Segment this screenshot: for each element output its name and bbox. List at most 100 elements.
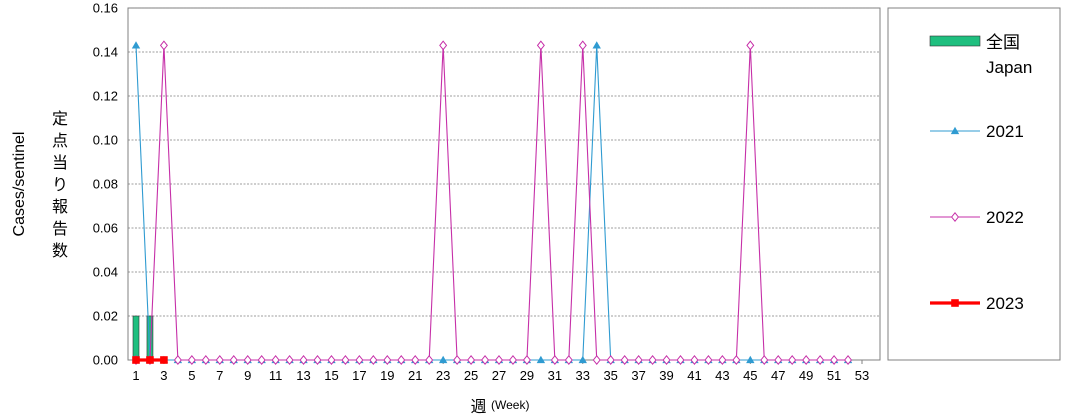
- x-tick-label: 37: [631, 368, 645, 383]
- y-tick-label: 0.00: [93, 353, 118, 368]
- y-tick-label: 0.02: [93, 309, 118, 324]
- point-marker: [816, 354, 825, 366]
- point-marker: [564, 354, 573, 366]
- point-marker: [536, 40, 545, 51]
- y-axis-label-en: Cases/sentinel: [11, 132, 28, 237]
- legend-label-2021: 2021: [986, 122, 1024, 141]
- point-marker: [397, 354, 406, 366]
- point-marker: [201, 354, 210, 366]
- legend-label-2022: 2022: [986, 208, 1024, 227]
- point-marker: [243, 354, 252, 366]
- point-marker: [550, 354, 559, 366]
- point-marker: [146, 356, 154, 364]
- point-marker: [746, 40, 755, 51]
- y-axis-label-ja-char: 当: [52, 154, 68, 172]
- point-marker: [830, 354, 839, 366]
- y-axis-label-ja: 定点当り報告数: [52, 110, 68, 260]
- legend-label-2023: 2023: [986, 294, 1024, 313]
- x-tick-label: 39: [659, 368, 673, 383]
- point-marker: [578, 40, 587, 51]
- x-axis-label-ja: 週: [471, 398, 487, 416]
- x-tick-label: 49: [799, 368, 813, 383]
- point-marker: [951, 299, 959, 307]
- point-marker: [732, 354, 741, 366]
- point-marker: [844, 354, 853, 366]
- point-marker: [746, 355, 755, 364]
- x-tick-label: 31: [548, 368, 562, 383]
- point-marker: [187, 354, 196, 366]
- point-marker: [620, 354, 629, 366]
- point-marker: [299, 354, 308, 366]
- point-marker: [341, 354, 350, 366]
- y-tick-label: 0.04: [93, 265, 118, 280]
- point-marker: [494, 354, 504, 366]
- x-tick-label: 15: [324, 368, 338, 383]
- y-axis-label-ja-char: 点: [52, 132, 68, 150]
- point-marker: [788, 354, 797, 366]
- point-marker: [439, 40, 448, 51]
- point-marker: [159, 40, 168, 51]
- point-marker: [160, 356, 168, 364]
- line-series: [131, 40, 853, 366]
- point-marker: [257, 354, 266, 366]
- point-marker: [438, 355, 448, 364]
- x-tick-label: 21: [408, 368, 422, 383]
- y-tick-label: 0.12: [93, 89, 118, 104]
- x-tick-label: 9: [244, 368, 251, 383]
- x-tick-label: 45: [743, 368, 757, 383]
- x-tick-label: 23: [436, 368, 450, 383]
- x-tick-label: 33: [576, 368, 590, 383]
- point-marker: [578, 355, 587, 364]
- legend-item-2021: 2021: [930, 122, 1024, 141]
- point-marker: [634, 354, 643, 366]
- x-tick-label: 27: [492, 368, 506, 383]
- point-marker: [173, 354, 182, 366]
- point-marker: [132, 356, 140, 364]
- x-tick-label: 3: [160, 368, 167, 383]
- point-marker: [271, 354, 280, 366]
- x-tick-label: 47: [771, 368, 785, 383]
- legend-item-japan: 全国 Japan: [929, 33, 1032, 77]
- point-marker: [327, 354, 336, 366]
- x-tick-label: 29: [520, 368, 534, 383]
- point-marker: [718, 354, 727, 366]
- x-tick-labels: 1 3 5 7 9 11 13 15 17 19 21 23 25 27 29 31 33 35 37 39 41 43 4…: [132, 360, 869, 383]
- point-marker: [704, 354, 713, 366]
- point-marker: [648, 354, 657, 366]
- legend-item-2022: 2022: [930, 208, 1024, 227]
- y-tick-label: 0.10: [93, 133, 118, 148]
- y-tick-label: 0.14: [93, 45, 118, 60]
- x-tick-label: 11: [269, 368, 283, 383]
- legend-item-2023: 2023: [930, 294, 1024, 313]
- x-tick-label: 35: [603, 368, 617, 383]
- legend-swatch-japan: [929, 35, 981, 47]
- point-marker: [313, 354, 322, 366]
- x-tick-label: 25: [464, 368, 478, 383]
- point-marker: [411, 354, 420, 366]
- point-marker: [229, 354, 238, 366]
- point-marker: [522, 354, 531, 366]
- y-axis-label-ja-char: り: [52, 177, 68, 194]
- point-marker: [774, 354, 783, 366]
- point-marker: [950, 126, 960, 135]
- y-tick-label: 0.06: [93, 221, 118, 236]
- x-tick-label: 1: [132, 368, 139, 383]
- x-tick-label: 51: [827, 368, 841, 383]
- x-tick-label: 19: [380, 368, 394, 383]
- point-marker: [760, 354, 769, 366]
- y-axis-label-ja-char: 定: [52, 110, 68, 128]
- point-marker: [690, 354, 699, 366]
- x-tick-label: 41: [687, 368, 701, 383]
- x-tick-label: 53: [855, 368, 869, 383]
- point-marker: [606, 354, 615, 366]
- point-marker: [467, 354, 476, 366]
- x-tick-label: 43: [715, 368, 729, 383]
- legend: 全国 Japan 2021 2022 2023: [929, 33, 1032, 313]
- x-axis-label: 週 (Week): [471, 398, 530, 416]
- legend-box: [887, 7, 1061, 361]
- legend-label-japan-en: Japan: [986, 58, 1032, 77]
- series-2022: [131, 40, 853, 366]
- point-marker: [592, 354, 601, 366]
- point-marker: [215, 354, 224, 366]
